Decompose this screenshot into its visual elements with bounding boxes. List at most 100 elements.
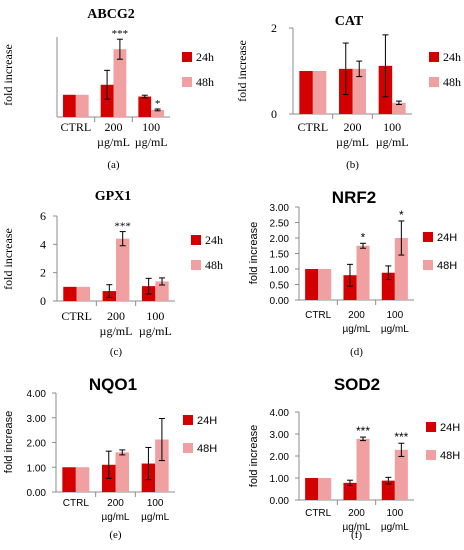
legend-swatch-24h [429,52,439,62]
x-tick-label: µg/mL [336,135,369,149]
x-tick-label: µg/mL [343,324,371,335]
chart-title: GPX1 [95,189,132,204]
bar-gpx1-48h-1 [116,238,130,301]
x-tick-label: 100 [142,120,160,134]
bar-nrf2-24h-2 [381,272,395,300]
bar-nrf2-48h-0 [318,269,332,300]
y-tick-label: 0.50 [270,281,290,292]
significance-marker: *** [114,221,131,233]
legend-label-24h: 24h [443,50,461,64]
bar-cat-48h-2 [392,102,406,114]
bar-abcg2-24h-2 [138,96,152,117]
bar-nrf2-24h-1 [343,275,357,300]
bar-nrf2-48h-1 [356,245,370,300]
x-tick-label: µg/mL [381,522,409,533]
y-tick-label: 0 [271,107,277,121]
legend-label-48h: 48h [443,75,461,89]
legend-label-48h: 48H [197,443,217,455]
significance-marker: * [399,208,404,222]
y-axis-label: fold increase [1,228,15,290]
legend-swatch-48h [183,443,193,453]
y-tick-label: 1.50 [270,250,290,261]
chart-title: NQO1 [89,375,137,394]
y-axis-label: fold increase [248,222,260,284]
legend-label-48h: 48H [437,260,457,272]
x-tick-label: µg/mL [97,135,130,149]
legend-swatch-24h [423,232,433,242]
legend-label-24h: 24H [440,422,460,434]
legend-swatch-48h [426,450,436,460]
bar-abcg2-24h-0 [63,94,76,117]
bar-sod2-24h-1 [343,482,357,500]
legend-swatch-24h [182,52,192,62]
x-tick-label: 100 [386,310,403,321]
significance-marker: * [155,98,161,110]
y-tick-label: 3.00 [270,203,290,214]
x-tick-label: µg/mL [343,522,371,533]
x-tick-label: 200 [348,508,365,519]
y-tick-label: 4 [40,237,46,251]
x-tick-label: µg/mL [381,324,409,335]
y-tick-label: 2 [271,21,277,35]
legend-label-24h: 24h [205,233,223,247]
bar-abcg2-48h-2 [151,109,164,117]
x-tick-label: CTRL [305,310,332,321]
x-tick-label: CTRL [60,120,91,134]
bar-gpx1-48h-0 [76,286,91,301]
bar-abcg2-24h-1 [100,84,114,117]
legend-swatch-24h [183,415,193,425]
x-tick-label: µg/mL [139,324,172,338]
legend-swatch-48h [423,260,433,270]
x-tick-label: µg/mL [376,135,409,149]
x-tick-label: 100 [147,498,164,509]
bar-cat-48h-0 [312,71,327,114]
panel-label: (c) [110,346,123,358]
legend-label-24h: 24H [437,232,457,244]
x-tick-label: 200 [344,120,362,134]
legend-label-24h: 24h [196,50,214,64]
x-tick-label: CTRL [61,309,92,323]
panel-sod2: SOD2 fold increase 0.00 1.00 2.00 3.00 4.00 ***… [248,375,460,541]
legend-swatch-48h [191,260,201,270]
significance-marker: * [361,230,366,244]
y-axis-label: fold increase [3,411,15,473]
bar-cat-24h-0 [299,71,313,114]
y-tick-label: 6 [40,209,46,223]
y-tick-label: 2.00 [270,234,290,245]
x-tick-label: 200 [107,309,125,323]
x-tick-label: µg/mL [100,324,133,338]
y-tick-label: 0.00 [270,496,290,507]
bar-nqo1-48h-2 [155,439,169,492]
panel-nrf2: NRF2 fold increase 0.00 0.50 1.00 1.50 2.00 2.5… [248,188,457,358]
bar-gpx1-24h-0 [63,286,77,301]
bar-abcg2-48h-1 [113,49,127,117]
x-tick-label: 200 [105,120,123,134]
panel-label: (e) [109,529,122,541]
y-tick-label: 4.00 [27,389,47,400]
x-tick-label: µg/mL [102,512,130,523]
significance-marker: *** [112,28,129,40]
legend-swatch-24h [426,422,436,432]
bar-nrf2-48h-2 [394,238,408,300]
panel-label: (d) [350,346,363,358]
legend-swatch-48h [182,77,192,87]
legend-label-48h: 48H [440,450,460,462]
panel-label: (f) [351,529,362,541]
chart-title: CAT [335,14,364,29]
bar-nqo1-48h-0 [75,467,90,492]
bar-nqo1-48h-1 [115,452,129,492]
y-tick-label: 2.00 [270,452,290,463]
panel-label: (a) [107,159,120,171]
legend-swatch-48h [429,77,439,87]
x-tick-label: CTRL [305,508,332,519]
bar-sod2-48h-1 [356,438,370,500]
significance-marker: *** [394,430,408,444]
x-tick-label: 100 [146,309,164,323]
legend-label-24h: 24H [197,415,217,427]
legend-swatch-24h [191,235,201,245]
y-tick-label: 1.00 [270,474,290,485]
chart-title: NRF2 [332,188,376,207]
